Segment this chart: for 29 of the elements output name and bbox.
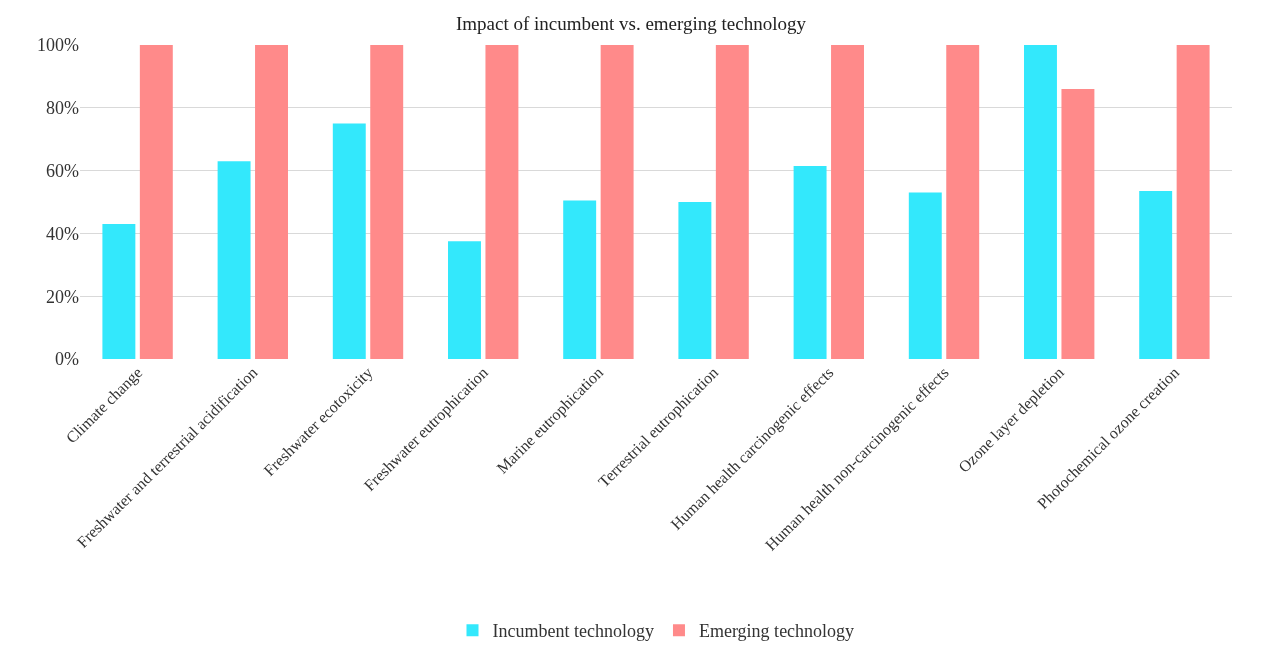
bar: [1061, 88, 1095, 359]
bar: [448, 241, 481, 359]
bar: [332, 123, 366, 359]
chart-title: Impact of incumbent vs. emerging technology: [455, 12, 807, 34]
y-tick-label: 100%: [37, 35, 79, 56]
legend-label: Incumbent technology: [492, 621, 654, 642]
bar: [102, 223, 136, 359]
y-tick-label: 40%: [46, 223, 79, 244]
y-tick-label: 20%: [46, 286, 79, 307]
bar: [370, 45, 404, 359]
bar: [485, 45, 519, 359]
bar: [946, 45, 980, 359]
bar: [217, 161, 251, 359]
legend-label: Emerging technology: [698, 621, 855, 642]
y-tick-label: 80%: [46, 98, 79, 119]
bar: [255, 45, 288, 359]
bar: [600, 45, 634, 359]
bar: [1176, 45, 1210, 359]
y-tick-label: 60%: [46, 160, 79, 181]
bar: [715, 45, 749, 359]
bar: [139, 45, 173, 359]
bar: [1139, 191, 1173, 359]
bar: [1024, 45, 1057, 359]
bar: [908, 192, 942, 359]
bar: [793, 165, 827, 359]
y-tick-label: 0%: [55, 349, 79, 370]
bar: [831, 45, 864, 359]
bar: [563, 200, 597, 359]
bar: [678, 202, 712, 359]
